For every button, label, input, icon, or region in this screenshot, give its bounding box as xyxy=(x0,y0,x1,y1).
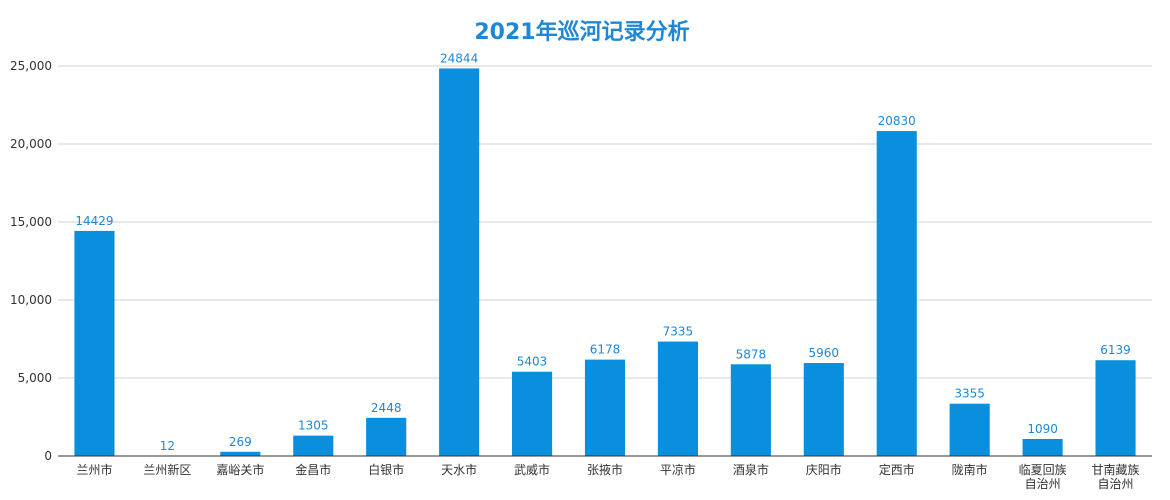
bar xyxy=(366,417,407,456)
x-tick-label: 平凉市 xyxy=(660,462,696,477)
bar xyxy=(439,68,480,457)
y-tick-label: 5,000 xyxy=(18,371,52,385)
bar xyxy=(293,435,334,456)
data-label: 3355 xyxy=(954,387,985,401)
bar xyxy=(74,230,115,456)
bar xyxy=(584,359,626,456)
bar xyxy=(657,341,698,456)
data-label: 14429 xyxy=(75,214,113,228)
x-tick-label: 金昌市 xyxy=(295,462,331,477)
bar xyxy=(876,131,917,456)
data-label: 5960 xyxy=(809,346,840,360)
x-tick-label: 甘南藏族自治州 xyxy=(1092,462,1140,491)
x-axis-ticks: 兰州市 兰州新区 嘉峪关市 金昌市 白银市 天水市 武威市 张掖市 平凉市 酒泉市 庆阳市 定西市 陇南… xyxy=(76,462,1139,491)
bar xyxy=(1022,438,1063,456)
grid-lines xyxy=(58,65,1152,379)
x-tick-label: 白银市 xyxy=(368,462,404,477)
chart-title: 2021年巡河记录分析 xyxy=(474,19,689,45)
y-tick-label: 10,000 xyxy=(10,293,52,307)
data-label: 24844 xyxy=(440,51,478,65)
data-label: 7335 xyxy=(663,325,694,339)
x-tick-label: 天水市 xyxy=(441,462,477,477)
data-label: 6178 xyxy=(590,343,621,357)
x-tick-label: 嘉峪关市 xyxy=(216,462,264,477)
y-tick-label: 0 xyxy=(44,449,52,463)
data-labels: 14429 12 269 1305 2448 24844 5403 6178 7335 5878 5… xyxy=(75,51,1130,452)
x-tick-label: 酒泉市 xyxy=(733,462,769,477)
x-tick-label: 陇南市 xyxy=(952,462,988,477)
bar xyxy=(949,403,990,456)
x-tick-label: 武威市 xyxy=(514,462,550,477)
x-tick-label: 定西市 xyxy=(879,462,915,477)
bar xyxy=(803,363,844,456)
data-label: 1090 xyxy=(1027,422,1058,436)
data-label: 5878 xyxy=(736,347,767,361)
y-tick-label: 20,000 xyxy=(10,137,52,151)
data-label: 1305 xyxy=(298,419,329,433)
bar xyxy=(512,371,553,456)
bar xyxy=(730,364,771,456)
bars xyxy=(74,68,1136,457)
bar xyxy=(1095,360,1136,456)
data-label: 6139 xyxy=(1100,343,1131,357)
y-axis-ticks: 0 5,000 10,000 15,000 20,000 25,000 xyxy=(10,59,52,463)
x-tick-label: 兰州新区 xyxy=(143,462,191,477)
x-tick-label: 张掖市 xyxy=(587,462,623,477)
data-label: 5403 xyxy=(517,355,548,369)
bar xyxy=(220,451,261,456)
x-tick-label: 庆阳市 xyxy=(806,462,842,477)
data-label: 12 xyxy=(160,439,175,453)
data-label: 20830 xyxy=(878,114,916,128)
y-tick-label: 15,000 xyxy=(10,215,52,229)
y-tick-label: 25,000 xyxy=(10,59,52,73)
x-tick-label: 临夏回族自治州 xyxy=(1019,463,1067,491)
data-label: 269 xyxy=(229,435,252,449)
x-tick-label: 兰州市 xyxy=(76,462,112,477)
data-label: 2448 xyxy=(371,401,402,415)
